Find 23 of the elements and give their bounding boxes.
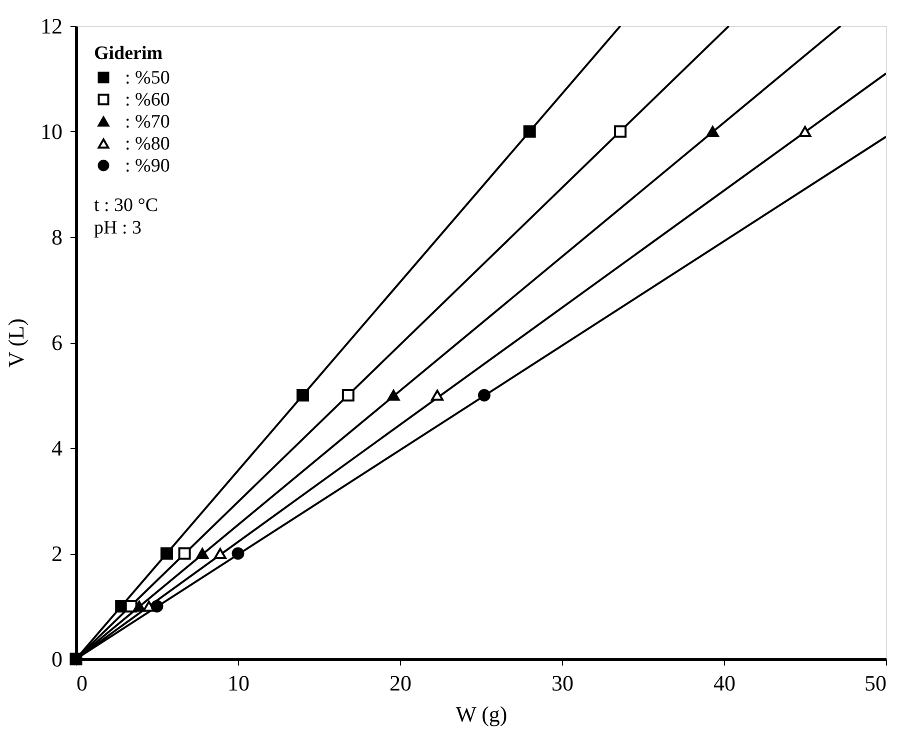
y-axis-title: V (L) <box>4 318 28 368</box>
legend-title: Giderim <box>94 43 163 64</box>
legend-label: : %80 <box>125 134 170 154</box>
y-tick-label: 0 <box>52 646 62 672</box>
legend-label: : %70 <box>125 112 170 132</box>
legend-label: : %90 <box>125 156 170 176</box>
legend-label: : %50 <box>125 68 170 88</box>
annotation: t : 30 °C <box>94 195 158 216</box>
legend-label: : %60 <box>125 90 170 110</box>
x-tick-label: 40 <box>714 670 736 696</box>
x-tick-label: 20 <box>390 670 412 696</box>
y-tick-label: 8 <box>52 224 62 250</box>
x-tick-label: 30 <box>552 670 574 696</box>
x-tick-label: 0 <box>76 670 88 696</box>
x-tick-label: 50 <box>864 670 886 696</box>
y-tick-label: 12 <box>40 14 62 38</box>
y-tick-label: 4 <box>52 436 62 460</box>
y-tick-label: 2 <box>52 541 62 566</box>
x-tick-label: 10 <box>228 670 250 696</box>
x-axis-title: W (g) <box>456 702 508 726</box>
y-tick-label: 10 <box>40 119 62 144</box>
annotation: pH : 3 <box>94 218 142 238</box>
y-tick-label: 6 <box>52 330 62 355</box>
